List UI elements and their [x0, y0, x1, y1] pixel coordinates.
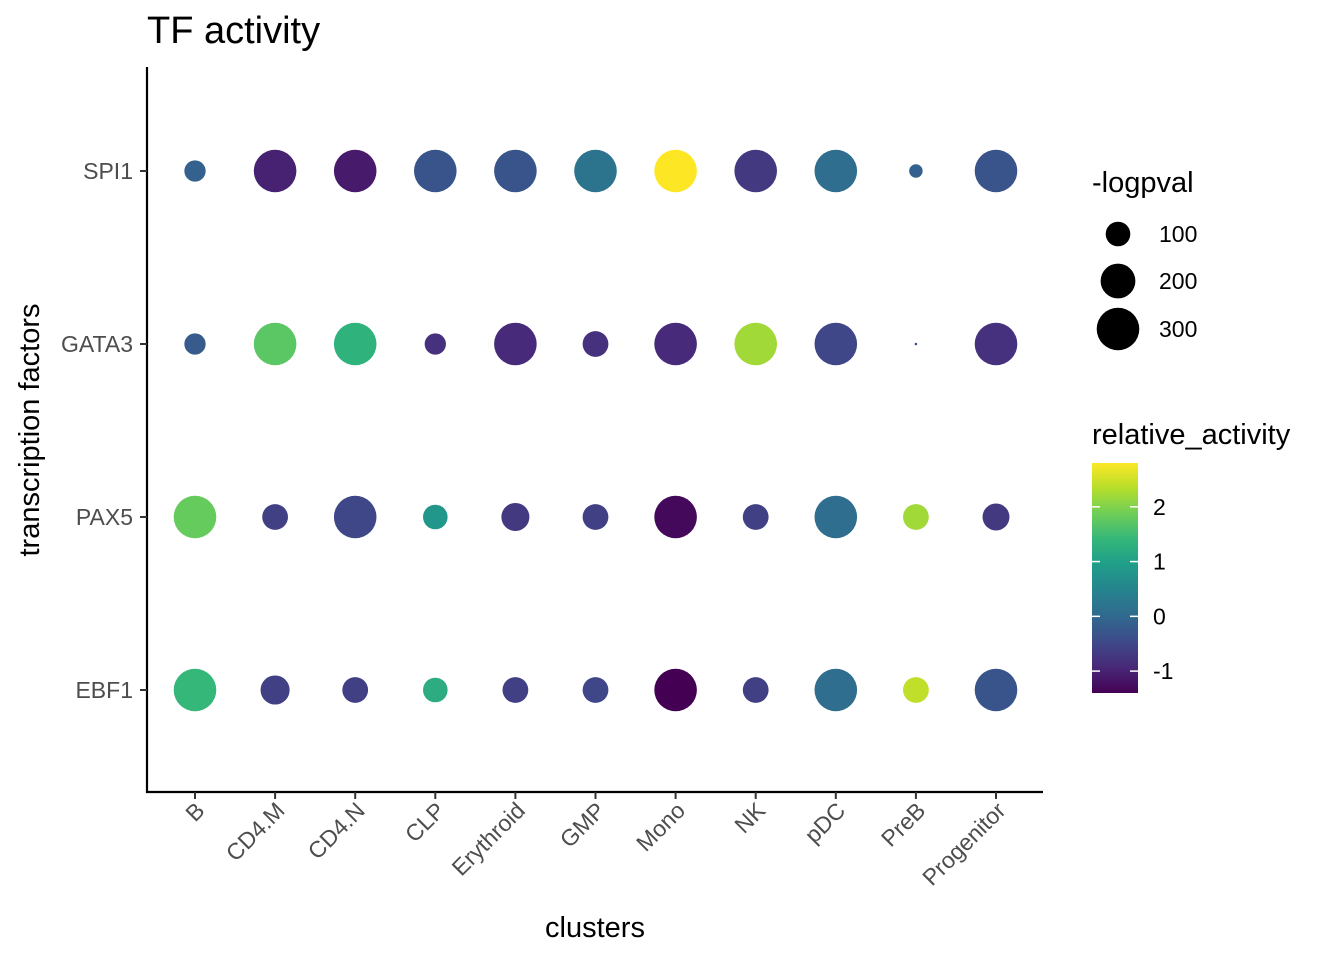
dot-gata3-gmp	[582, 331, 609, 357]
dot-gata3-mono	[654, 322, 697, 366]
y-tick-label-gata3: GATA3	[61, 331, 133, 357]
dot-gata3-progenitor	[974, 322, 1018, 366]
y-tick-label-pax5: PAX5	[76, 504, 133, 530]
dot-ebf1-nk	[742, 677, 769, 703]
size-legend-label-100: 100	[1159, 221, 1197, 247]
dot-ebf1-preb	[903, 677, 929, 703]
dot-pax5-gmp	[582, 504, 609, 530]
dot-spi1-progenitor	[974, 149, 1018, 193]
y-tick-label-ebf1: EBF1	[75, 677, 133, 703]
dot-gata3-pdc	[814, 322, 858, 366]
size-legend-dot-100	[1105, 221, 1131, 247]
x-tick-label-cd4-n: CD4.N	[303, 797, 370, 864]
dot-gata3-clp	[424, 333, 446, 355]
dot-pax5-pdc	[814, 495, 858, 539]
dot-ebf1-progenitor	[974, 668, 1018, 712]
dot-ebf1-erythroid	[502, 677, 529, 703]
dot-spi1-cd4-m	[253, 149, 297, 193]
x-tick-label-b: B	[180, 797, 209, 826]
plot-area	[173, 149, 1018, 712]
dot-ebf1-clp	[423, 677, 448, 703]
dot-spi1-erythroid	[494, 149, 537, 193]
dot-gata3-erythroid	[494, 322, 537, 366]
dot-spi1-pdc	[814, 149, 858, 193]
dot-spi1-cd4-n	[333, 149, 377, 193]
size-legend-label-200: 200	[1159, 268, 1197, 294]
dot-ebf1-cd4-m	[260, 675, 290, 705]
dot-pax5-cd4-m	[262, 504, 288, 530]
x-tick-label-mono: Mono	[631, 797, 690, 856]
colorbar-label: -1	[1153, 658, 1173, 684]
x-tick-label-progenitor: Progenitor	[917, 797, 1011, 891]
dot-gata3-cd4-n	[333, 322, 377, 366]
x-tick-label-gmp: GMP	[555, 797, 610, 852]
dot-spi1-preb	[909, 164, 923, 178]
x-tick-label-preb: PreB	[876, 797, 931, 852]
y-axis-title: transcription factors	[14, 303, 46, 556]
colorbar-label: 1	[1153, 549, 1166, 575]
dot-spi1-clp	[414, 149, 457, 193]
dot-ebf1-b	[173, 668, 217, 712]
y-axis-ticks: SPI1 GATA3 PAX5 EBF1	[61, 158, 147, 703]
size-legend-dot-300	[1096, 307, 1140, 351]
size-legend: -logpval 100 200 300	[1092, 167, 1197, 351]
dot-gata3-nk	[734, 322, 777, 366]
dot-spi1-gmp	[574, 149, 617, 193]
dot-spi1-b	[184, 160, 206, 182]
dot-pax5-b	[173, 495, 217, 539]
dot-pax5-erythroid	[501, 502, 530, 532]
dot-pax5-cd4-n	[333, 495, 377, 539]
dot-pax5-preb	[903, 504, 929, 530]
dot-spi1-mono	[654, 149, 697, 193]
x-axis-title: clusters	[545, 912, 645, 944]
colorbar-label: 2	[1153, 494, 1166, 520]
size-legend-dot-200	[1100, 263, 1136, 299]
color-legend: relative_activity 2 1 0 -1	[1092, 419, 1291, 693]
dot-ebf1-cd4-n	[342, 677, 369, 703]
dot-ebf1-mono	[654, 668, 697, 712]
x-tick-label-pdc: pDC	[799, 797, 850, 848]
chart-title: TF activity	[147, 10, 320, 52]
color-legend-title: relative_activity	[1092, 419, 1291, 451]
dot-gata3-b	[184, 333, 206, 355]
size-legend-label-300: 300	[1159, 316, 1197, 342]
dot-pax5-clp	[423, 504, 448, 530]
x-tick-label-erythroid: Erythroid	[446, 797, 529, 880]
dot-ebf1-pdc	[814, 668, 858, 712]
dot-gata3-preb	[914, 342, 918, 346]
colorbar-label: 0	[1153, 603, 1166, 629]
x-tick-label-clp: CLP	[400, 797, 450, 847]
x-tick-label-nk: NK	[729, 797, 770, 838]
size-legend-title: -logpval	[1092, 167, 1194, 199]
dot-ebf1-gmp	[582, 677, 609, 703]
dot-gata3-cd4-m	[253, 322, 297, 366]
dot-pax5-progenitor	[982, 503, 1010, 531]
colorbar	[1092, 463, 1138, 693]
dot-pax5-nk	[742, 504, 769, 530]
x-tick-label-cd4-m: CD4.M	[221, 797, 290, 866]
dot-spi1-nk	[734, 149, 777, 193]
dot-pax5-mono	[654, 495, 697, 539]
y-tick-label-spi1: SPI1	[83, 158, 133, 184]
